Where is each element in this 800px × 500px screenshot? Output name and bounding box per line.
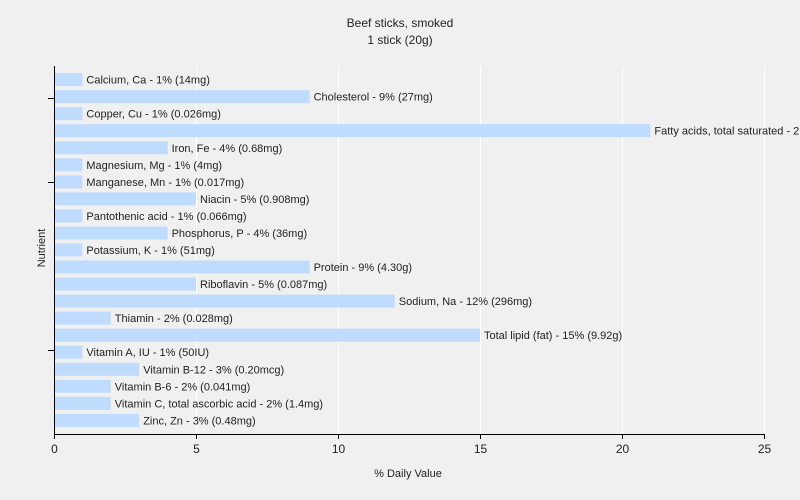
bar-label: Cholesterol - 9% (27mg)	[314, 92, 433, 104]
bar-label: Vitamin C, total ascorbic acid - 2% (1.4…	[115, 398, 323, 410]
x-tick-label: 0	[51, 442, 58, 456]
bar-label: Total lipid (fat) - 15% (9.92g)	[484, 330, 622, 342]
gridlines	[196, 66, 765, 434]
x-tick-label: 10	[332, 442, 346, 456]
bar	[55, 294, 395, 308]
axes: 0 5 10 15 20 25	[48, 66, 771, 456]
bar	[55, 260, 310, 274]
bar	[55, 396, 111, 410]
chart-title: Beef sticks, smoked	[347, 16, 454, 30]
chart-subtitle: 1 stick (20g)	[367, 33, 432, 47]
bar	[55, 107, 83, 121]
bar	[55, 175, 83, 189]
bar-label: Vitamin B-12 - 3% (0.20mcg)	[143, 364, 284, 376]
bar-label: Vitamin B-6 - 2% (0.041mg)	[115, 381, 251, 393]
bar-label: Protein - 9% (4.30g)	[314, 262, 412, 274]
bars: Calcium, Ca - 1% (14mg) Cholesterol - 9% …	[55, 73, 800, 427]
bar	[55, 158, 83, 172]
bar-label: Zinc, Zn - 3% (0.48mg)	[143, 415, 255, 427]
bar	[55, 362, 140, 376]
bar	[55, 192, 196, 206]
bar	[55, 379, 111, 393]
bar	[55, 90, 310, 104]
x-tick-label: 5	[193, 442, 200, 456]
bar-label: Copper, Cu - 1% (0.026mg)	[86, 109, 221, 121]
bar-label: Iron, Fe - 4% (0.68mg)	[172, 143, 283, 155]
bar	[55, 243, 83, 257]
bar	[55, 345, 83, 359]
bar-label: Sodium, Na - 12% (296mg)	[399, 296, 532, 308]
bar	[55, 226, 168, 240]
bar	[55, 311, 111, 325]
bar-label: Potassium, K - 1% (51mg)	[86, 245, 214, 257]
bar	[55, 124, 651, 138]
bar	[55, 141, 168, 155]
bar	[55, 413, 140, 427]
bar-label: Riboflavin - 5% (0.087mg)	[200, 279, 327, 291]
bar-label: Fatty acids, total saturated - 21% (4.16…	[654, 126, 800, 138]
bar-label: Thiamin - 2% (0.028mg)	[115, 313, 233, 325]
bar-label: Magnesium, Mg - 1% (4mg)	[86, 160, 222, 172]
x-tick-label: 25	[758, 442, 772, 456]
bar	[55, 209, 83, 223]
bar-label: Vitamin A, IU - 1% (50IU)	[86, 347, 209, 359]
bar-label: Manganese, Mn - 1% (0.017mg)	[86, 177, 244, 189]
bar	[55, 328, 480, 342]
x-axis-label: % Daily Value	[374, 468, 442, 480]
bar	[55, 277, 196, 291]
bar-label: Calcium, Ca - 1% (14mg)	[86, 75, 209, 87]
y-axis-label: Nutrient	[36, 229, 48, 268]
bar-label: Phosphorus, P - 4% (36mg)	[172, 228, 308, 240]
bar-label: Pantothenic acid - 1% (0.066mg)	[86, 211, 246, 223]
x-tick-label: 15	[474, 442, 488, 456]
bar	[55, 73, 83, 87]
bar-label: Niacin - 5% (0.908mg)	[200, 194, 309, 206]
x-tick-label: 20	[616, 442, 630, 456]
